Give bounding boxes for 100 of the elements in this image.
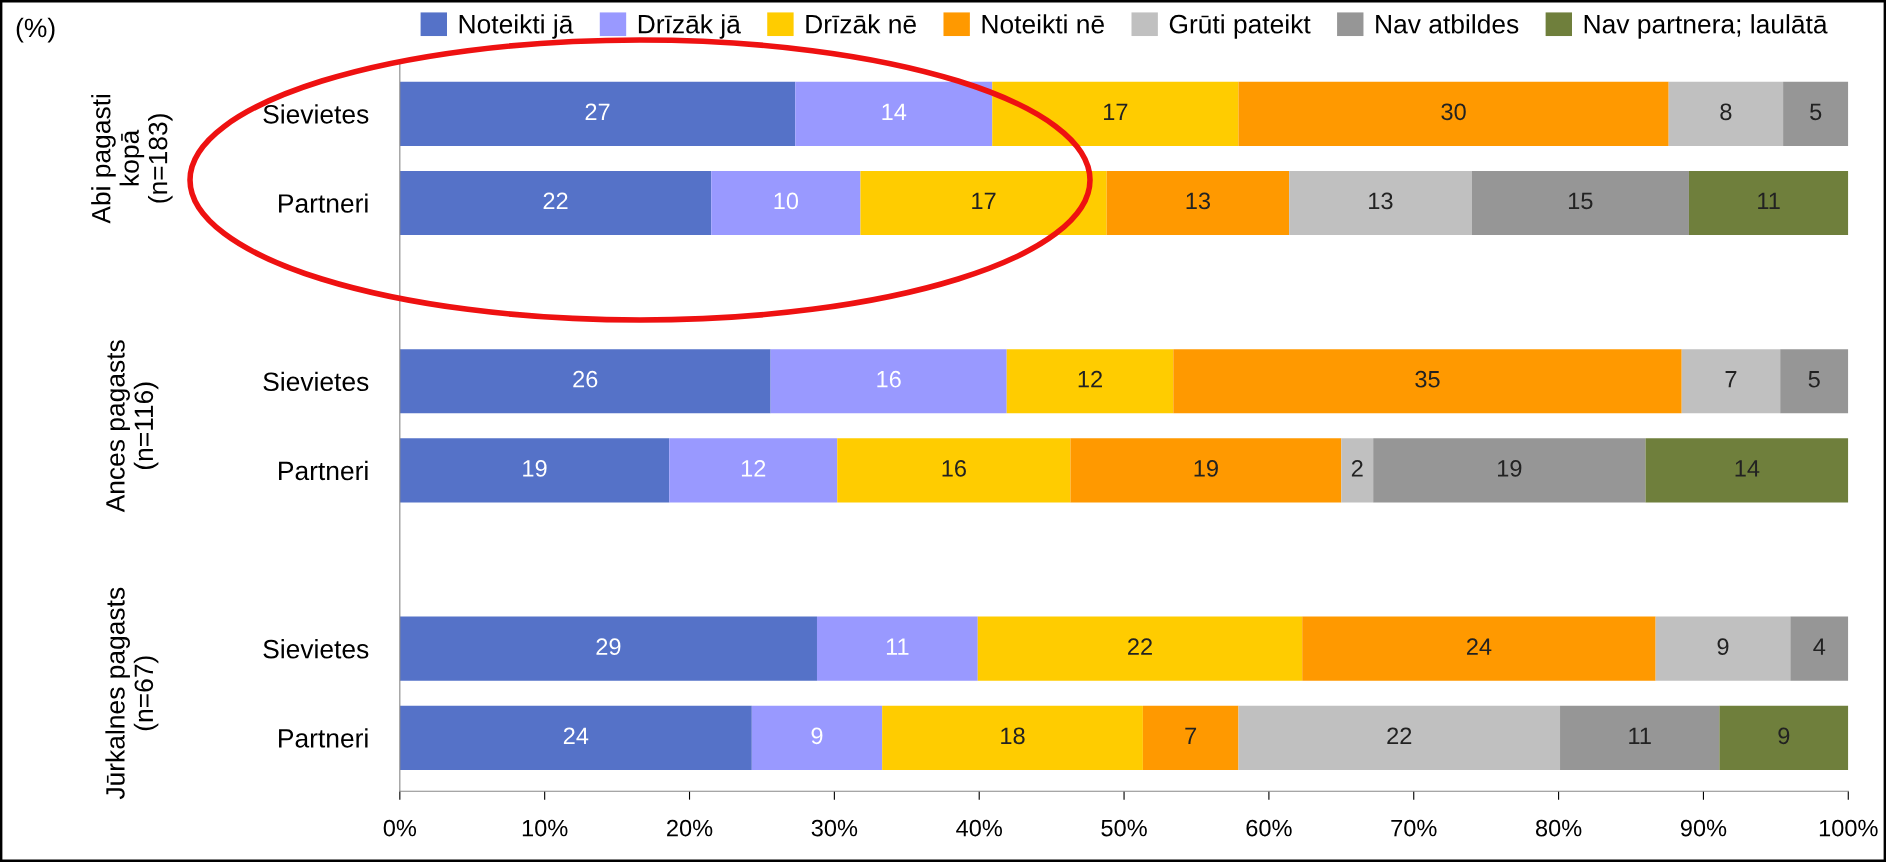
data-label: 2 <box>1351 460 1363 477</box>
data-label: 17 <box>972 192 996 210</box>
legend-label: Noteikti jā <box>459 14 574 39</box>
bar <box>1106 170 1290 236</box>
bar <box>1142 705 1239 770</box>
data-label: 27 <box>585 103 610 120</box>
data-label: 24 <box>1466 638 1492 655</box>
text: (%) <box>16 17 55 43</box>
bar <box>1681 349 1781 414</box>
bar <box>1780 349 1849 414</box>
bar <box>977 616 1303 681</box>
x-tick-label: 90% <box>1680 819 1727 837</box>
legend-label: Grūti pateikt <box>1169 14 1311 39</box>
bar <box>1238 705 1561 770</box>
bar <box>669 438 838 503</box>
x-tick-label: 70% <box>1391 819 1437 837</box>
legend-label: Nav partnera; laulātā <box>1584 14 1828 39</box>
x-tick-label: 40% <box>956 819 1002 837</box>
data-label: 14 <box>1735 460 1760 477</box>
bar <box>399 81 796 146</box>
bar <box>816 616 978 681</box>
bar <box>860 170 1107 236</box>
data-label: 12 <box>1078 370 1102 388</box>
bar <box>1238 81 1669 146</box>
x-tick-label: 60% <box>1246 819 1292 837</box>
data-label: 11 <box>1629 727 1651 744</box>
data-label: 30 <box>1441 103 1466 121</box>
data-label: 16 <box>877 370 901 388</box>
bar <box>1373 438 1646 503</box>
bar <box>1688 170 1849 236</box>
y-tick-label: Partneri <box>279 728 368 748</box>
x-tick-label: 20% <box>667 819 713 837</box>
data-label: 19 <box>523 460 547 477</box>
data-label: 35 <box>1415 370 1440 388</box>
y-tick-label: Sievietes <box>263 104 369 124</box>
bar <box>751 705 883 770</box>
bar <box>795 81 993 146</box>
bar <box>1668 81 1784 146</box>
bar <box>1070 438 1342 503</box>
text: Jūrkalnes pagasts (n=67) <box>105 587 159 800</box>
bar <box>837 438 1071 503</box>
x-tick-label: 10% <box>522 819 568 837</box>
data-label: 13 <box>1369 192 1393 210</box>
bar <box>711 170 861 236</box>
data-label: 11 <box>1758 192 1780 210</box>
bar <box>1790 616 1849 681</box>
data-label: 17 <box>1104 103 1128 120</box>
data-label: 5 <box>1810 103 1822 121</box>
data-label: 10 <box>774 192 799 210</box>
x-tick-label: 80% <box>1535 819 1582 837</box>
data-label: 7 <box>1725 371 1737 388</box>
bar <box>399 438 670 503</box>
data-label: 9 <box>1717 638 1729 656</box>
data-label: 9 <box>811 727 823 745</box>
bar <box>1783 81 1849 146</box>
data-label: 11 <box>886 638 909 655</box>
bar <box>1173 349 1682 414</box>
data-label: 14 <box>882 103 907 120</box>
y-tick-label: Partneri <box>279 460 368 481</box>
data-label: 4 <box>1813 638 1826 655</box>
bar <box>992 81 1239 146</box>
bar <box>399 705 752 770</box>
data-label: 15 <box>1568 192 1593 210</box>
text: Abi pagasti kopā (n=183) <box>91 94 173 224</box>
legend-label: Nav atbildes <box>1376 14 1519 34</box>
data-label: 22 <box>1387 727 1412 744</box>
bar <box>399 349 771 414</box>
bar <box>399 616 817 681</box>
y-tick-label: Partneri <box>279 193 368 213</box>
data-label: 7 <box>1185 727 1197 744</box>
y-tick-label: Sievietes <box>263 371 369 392</box>
data-label: 8 <box>1720 103 1732 121</box>
bar <box>1560 705 1720 770</box>
bar <box>399 170 712 236</box>
text: Ances pagasts (n=116) <box>106 340 159 513</box>
data-label: 22 <box>1128 638 1152 655</box>
data-label: 9 <box>1778 727 1790 745</box>
legend-label: Noteikti nē <box>982 14 1104 34</box>
bar <box>1645 438 1849 503</box>
data-label: 12 <box>741 460 766 477</box>
x-tick-label: 30% <box>811 819 858 837</box>
x-tick-label: 100% <box>1819 819 1878 837</box>
x-tick-label: 0% <box>383 819 417 837</box>
bar <box>1006 349 1174 414</box>
data-label: 22 <box>543 192 568 210</box>
data-label: 26 <box>573 370 598 388</box>
bar <box>1471 170 1689 236</box>
data-label: 18 <box>1001 727 1025 745</box>
data-label: 19 <box>1194 460 1218 477</box>
y-tick-label: Sievietes <box>263 639 369 659</box>
data-label: 13 <box>1186 192 1211 210</box>
data-label: 24 <box>563 727 589 744</box>
bar <box>1289 170 1472 236</box>
bar <box>882 705 1143 770</box>
legend-label: Drīzāk jā <box>638 14 741 39</box>
bar <box>770 349 1007 414</box>
bar <box>1341 438 1374 503</box>
bar <box>1719 705 1849 770</box>
x-tick-label: 50% <box>1101 819 1147 837</box>
bar <box>1655 616 1791 681</box>
